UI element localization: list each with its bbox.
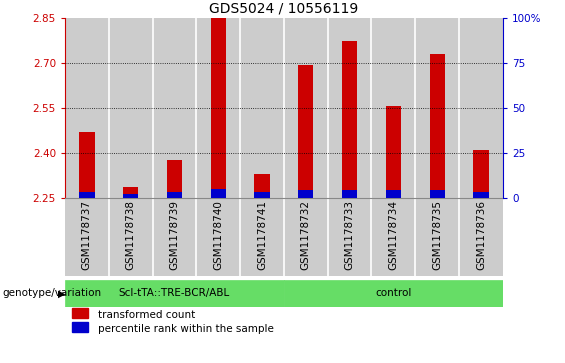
Bar [153, 198, 197, 276]
Bar [459, 198, 503, 276]
Bar [372, 198, 415, 276]
Bar [72, 308, 88, 318]
Bar [79, 132, 94, 198]
Bar [429, 54, 445, 198]
Bar [415, 198, 459, 276]
Bar [254, 192, 270, 198]
Bar [123, 194, 138, 198]
Bar [123, 187, 138, 198]
Bar [459, 18, 503, 198]
Bar [65, 280, 284, 307]
Bar [254, 174, 270, 198]
Text: Scl-tTA::TRE-BCR/ABL: Scl-tTA::TRE-BCR/ABL [119, 288, 230, 298]
Text: transformed count: transformed count [98, 310, 195, 321]
Bar [298, 65, 314, 198]
Text: GSM1178740: GSM1178740 [213, 200, 223, 270]
Text: ▶: ▶ [58, 288, 66, 298]
Bar [328, 18, 372, 198]
Bar [342, 41, 357, 198]
Bar [197, 198, 240, 276]
Bar [284, 280, 503, 307]
Bar [473, 192, 489, 198]
Bar [211, 18, 226, 198]
Bar [473, 150, 489, 198]
Bar [211, 189, 226, 198]
Text: GSM1178737: GSM1178737 [82, 200, 92, 270]
Bar [284, 18, 328, 198]
Text: genotype/variation: genotype/variation [3, 288, 102, 298]
Bar [240, 198, 284, 276]
Bar [167, 160, 182, 198]
Bar [342, 190, 357, 198]
Bar [197, 18, 240, 198]
Text: percentile rank within the sample: percentile rank within the sample [98, 324, 273, 334]
Bar [79, 192, 94, 198]
Bar [72, 322, 88, 332]
Text: GSM1178732: GSM1178732 [301, 200, 311, 270]
Bar [328, 198, 372, 276]
Bar [386, 190, 401, 198]
Title: GDS5024 / 10556119: GDS5024 / 10556119 [209, 1, 359, 16]
Bar [298, 190, 314, 198]
Bar [108, 198, 153, 276]
Text: GSM1178741: GSM1178741 [257, 200, 267, 270]
Text: GSM1178733: GSM1178733 [345, 200, 355, 270]
Bar [284, 198, 328, 276]
Text: GSM1178735: GSM1178735 [432, 200, 442, 270]
Text: GSM1178739: GSM1178739 [170, 200, 180, 270]
Bar [65, 198, 109, 276]
Bar [240, 18, 284, 198]
Text: control: control [375, 288, 411, 298]
Text: GSM1178736: GSM1178736 [476, 200, 486, 270]
Bar [167, 192, 182, 198]
Bar [386, 106, 401, 198]
Bar [429, 190, 445, 198]
Text: GSM1178738: GSM1178738 [125, 200, 136, 270]
Bar [108, 18, 153, 198]
Text: GSM1178734: GSM1178734 [388, 200, 398, 270]
Bar [65, 18, 109, 198]
Bar [372, 18, 415, 198]
Bar [153, 18, 197, 198]
Bar [415, 18, 459, 198]
